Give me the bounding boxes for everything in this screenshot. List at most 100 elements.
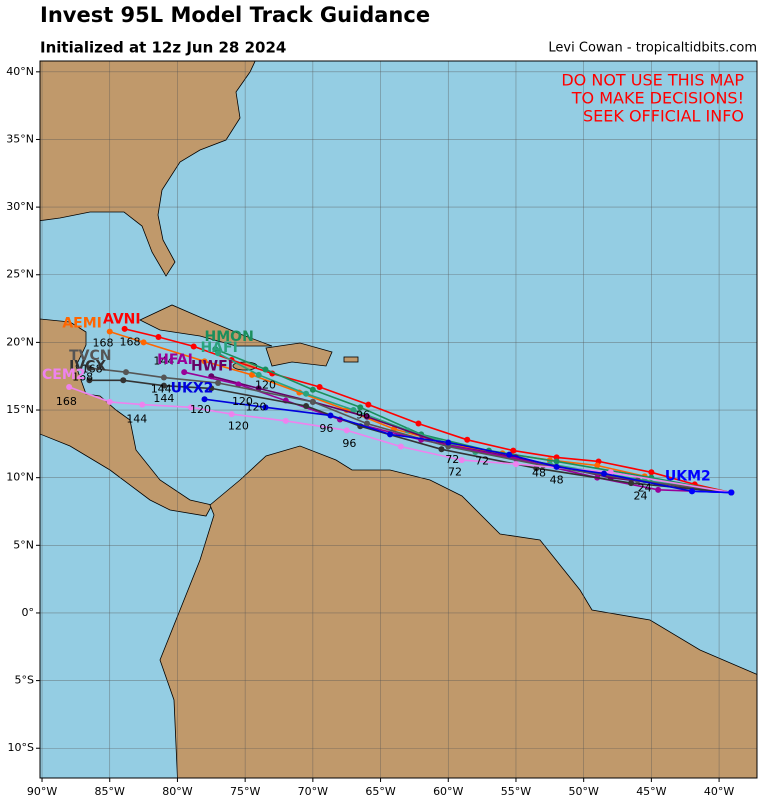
track-point — [255, 371, 262, 378]
track-point — [155, 333, 162, 340]
hour-label: 120 — [228, 419, 249, 432]
track-point — [387, 431, 394, 438]
y-tick-label: 10°N — [6, 471, 34, 484]
y-tick-label: 0° — [22, 606, 35, 619]
track-point — [190, 343, 197, 350]
track-point — [201, 396, 208, 403]
track-point — [215, 350, 222, 357]
hour-label: 120 — [232, 395, 253, 408]
hour-label: 168 — [82, 362, 103, 375]
track-point — [160, 374, 167, 381]
track-point — [364, 413, 371, 420]
y-tick-label: 40°N — [6, 65, 34, 78]
track-point — [438, 446, 445, 453]
track-point — [262, 366, 269, 373]
hour-label: 144 — [126, 413, 147, 426]
track-point — [728, 489, 735, 496]
hour-label: 144 — [151, 383, 172, 396]
track-name: HFAI — [157, 352, 193, 368]
title: Invest 95L Model Track Guidance — [40, 3, 430, 27]
map-frame — [39, 60, 758, 779]
x-tick-label: 60°W — [433, 785, 463, 798]
y-tick-label: 15°N — [6, 403, 34, 416]
track-point — [106, 398, 113, 405]
track-point — [228, 411, 235, 418]
track-line — [68, 386, 732, 494]
subtitle: Initialized at 12z Jun 28 2024 — [40, 39, 286, 57]
hour-label: 168 — [92, 337, 113, 350]
y-tick-label: 20°N — [6, 335, 34, 348]
warning: SEEK OFFICIAL INFO — [583, 107, 744, 126]
track-point — [235, 381, 242, 388]
y-tick-label: 5°N — [13, 538, 34, 551]
track-point — [607, 469, 614, 476]
track-point — [357, 404, 364, 411]
track-name: UKX2 — [171, 380, 214, 396]
track-name: IVCX — [69, 359, 106, 375]
track-point — [120, 377, 127, 384]
y-tick-label: 25°N — [6, 268, 34, 281]
track-name: AVNI — [103, 311, 141, 327]
track-name: AEMI — [62, 315, 102, 331]
track-point — [594, 462, 601, 469]
x-tick-label: 70°W — [298, 785, 328, 798]
track-point — [553, 463, 560, 470]
track-point — [415, 420, 422, 427]
track-point — [553, 458, 560, 465]
x-tick-label: 40°W — [704, 785, 734, 798]
track-point — [86, 365, 93, 372]
track-line — [204, 398, 732, 494]
land — [40, 61, 757, 778]
hour-label: 168 — [120, 335, 141, 348]
track-point — [512, 461, 519, 468]
hour-label: 144 — [153, 354, 174, 367]
track-point — [208, 385, 215, 392]
track-point — [655, 486, 662, 493]
track-point — [140, 339, 147, 346]
track-point — [445, 439, 452, 446]
track-point — [600, 470, 607, 477]
track-point — [303, 390, 310, 397]
x-tick-label: 65°W — [365, 785, 395, 798]
track-point — [309, 386, 316, 393]
track-name: TVCN — [69, 348, 111, 364]
x-tick-label: 45°W — [636, 785, 666, 798]
hour-label: 96 — [342, 437, 356, 450]
hour-label: 120 — [190, 403, 211, 416]
track-point — [464, 436, 471, 443]
track-point — [121, 325, 128, 332]
hour-label: 96 — [319, 422, 333, 435]
hour-label: 96 — [356, 408, 370, 421]
hour-label: 144 — [153, 392, 174, 405]
track-point — [689, 488, 696, 495]
warning: DO NOT USE THIS MAP — [561, 71, 744, 90]
hour-label: 120 — [245, 400, 266, 413]
track-point — [506, 451, 513, 458]
x-tick-label: 50°W — [568, 785, 598, 798]
hour-label: 120 — [255, 379, 276, 392]
track-point — [139, 401, 146, 408]
track-name: CEM2 — [42, 367, 86, 383]
track-point — [187, 404, 194, 411]
hour-label: 72 — [445, 453, 459, 466]
y-tick-label: 30°N — [6, 200, 34, 213]
track-point — [397, 443, 404, 450]
track-point — [106, 328, 113, 335]
track-name: HMON — [205, 329, 254, 345]
x-tick-label: 85°W — [95, 785, 125, 798]
x-tick-label: 80°W — [162, 785, 192, 798]
x-tick-label: 90°W — [27, 785, 57, 798]
track-line — [691, 490, 732, 494]
track-point — [343, 427, 350, 434]
track-name: HWFI — [191, 359, 233, 375]
hour-label: 48 — [550, 473, 564, 486]
track-point — [350, 407, 357, 414]
track-line — [89, 367, 732, 494]
y-tick-label: 5°S — [15, 674, 34, 687]
track-point — [648, 469, 655, 476]
track-point — [628, 480, 635, 487]
track-point — [66, 384, 73, 391]
x-tick-label: 55°W — [501, 785, 531, 798]
track-point — [160, 382, 167, 389]
